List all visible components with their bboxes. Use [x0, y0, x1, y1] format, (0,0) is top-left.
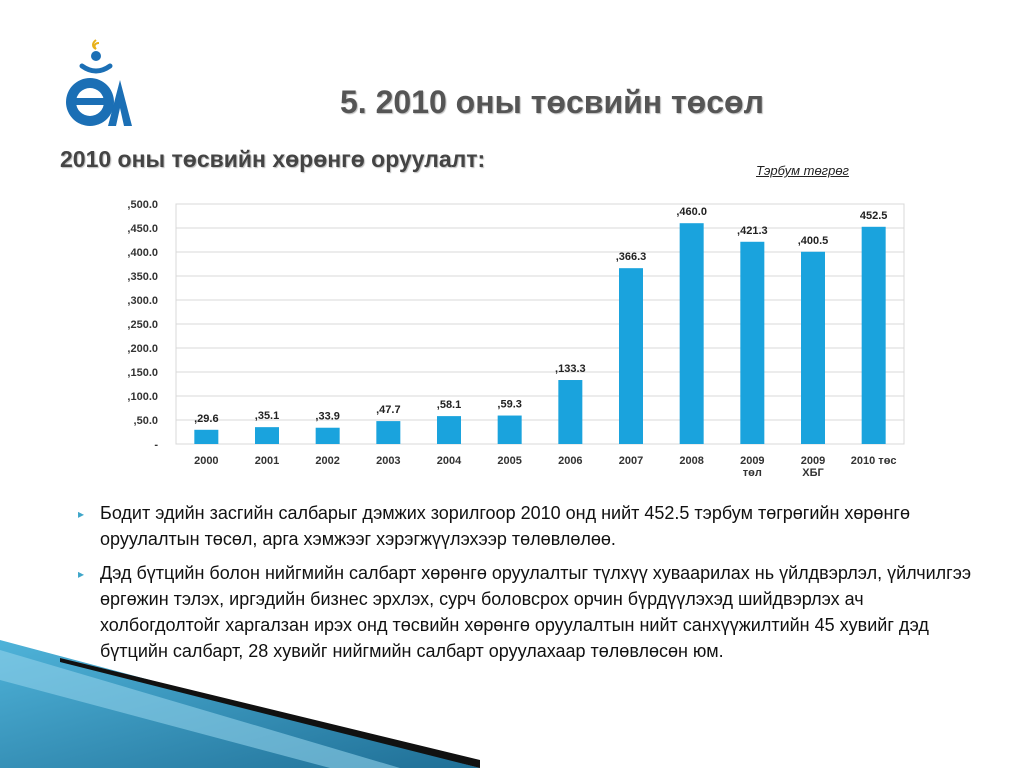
x-tick-label: 2009: [801, 455, 825, 467]
y-tick-label: ,150.0: [127, 367, 158, 379]
bullet-item: ▸ Дэд бүтцийн болон нийгмийн салбарт хөр…: [76, 560, 976, 664]
data-label: ,35.1: [255, 410, 279, 422]
bullet-arrow-icon: ▸: [78, 507, 85, 521]
bar: [194, 429, 219, 444]
slide-title: 5. 2010 оны төсвийн төсөл: [340, 84, 764, 120]
x-tick-label: 2005: [497, 455, 521, 467]
y-tick-label: -: [154, 439, 158, 451]
data-label: 452.5: [860, 210, 888, 222]
data-label: ,421.3: [737, 225, 768, 237]
x-tick-label: 2010 төс: [851, 455, 897, 467]
bullet-list: ▸ Бодит эдийн засгийн салбарыг дэмжих зо…: [76, 500, 976, 672]
data-label: ,58.1: [437, 399, 461, 411]
y-tick-label: ,200.0: [127, 343, 158, 355]
x-tick-label: ХБГ: [802, 467, 824, 479]
bullet-arrow-icon: ▸: [78, 567, 85, 581]
corner-decoration: [0, 640, 480, 768]
data-label: ,133.3: [555, 363, 586, 375]
x-tick-label: 2004: [437, 455, 462, 467]
x-tick-label: 2009: [740, 455, 764, 467]
y-tick-label: ,100.0: [127, 391, 158, 403]
y-tick-label: ,350.0: [127, 271, 158, 283]
bar: [558, 380, 583, 444]
y-tick-label: ,450.0: [127, 223, 158, 235]
x-tick-label: 2007: [619, 455, 643, 467]
x-tick-label: 2006: [558, 455, 582, 467]
data-label: ,29.6: [194, 413, 218, 425]
bullet-text: Дэд бүтцийн болон нийгмийн салбарт хөрөн…: [100, 563, 972, 661]
bullet-text: Бодит эдийн засгийн салбарыг дэмжих зори…: [100, 503, 910, 549]
bar: [801, 251, 825, 444]
bar: [679, 223, 704, 444]
logo-icon: [66, 39, 132, 126]
bar: [437, 416, 461, 444]
data-label: ,47.7: [376, 404, 400, 416]
data-label: ,366.3: [616, 251, 647, 263]
x-tick-label: 2000: [194, 455, 218, 467]
investment-bar-chart: - ,50.0 ,100.0 ,150.0 ,200.0 ,250.0 ,300.0 ,350…: [127, 199, 905, 479]
bar: [497, 415, 522, 444]
bar: [740, 241, 765, 444]
y-tick-label: ,300.0: [127, 295, 158, 307]
chart-subtitle: 2010 оны төсвийн хөрөнгө оруулалт:: [60, 146, 486, 172]
y-tick-label: ,500.0: [127, 199, 158, 211]
data-label: ,460.0: [676, 206, 707, 218]
x-tick-label: 2008: [679, 455, 703, 467]
y-tick-label: ,250.0: [127, 319, 158, 331]
bar: [861, 226, 886, 444]
data-label: ,400.5: [798, 235, 829, 247]
bullet-item: ▸ Бодит эдийн засгийн салбарыг дэмжих зо…: [76, 500, 976, 552]
bar: [376, 421, 401, 444]
data-label: ,59.3: [497, 399, 521, 411]
x-tick-label: 2002: [315, 455, 339, 467]
x-tick-label: төл: [743, 467, 762, 479]
y-tick-label: ,400.0: [127, 247, 158, 259]
bar: [619, 268, 643, 444]
bar: [315, 427, 340, 444]
data-label: ,33.9: [315, 411, 339, 423]
x-tick-label: 2003: [376, 455, 400, 467]
bar: [255, 427, 279, 444]
x-tick-label: 2001: [255, 455, 279, 467]
y-tick-label: ,50.0: [134, 415, 158, 427]
unit-note: Тэрбум төгрөг: [756, 163, 849, 178]
